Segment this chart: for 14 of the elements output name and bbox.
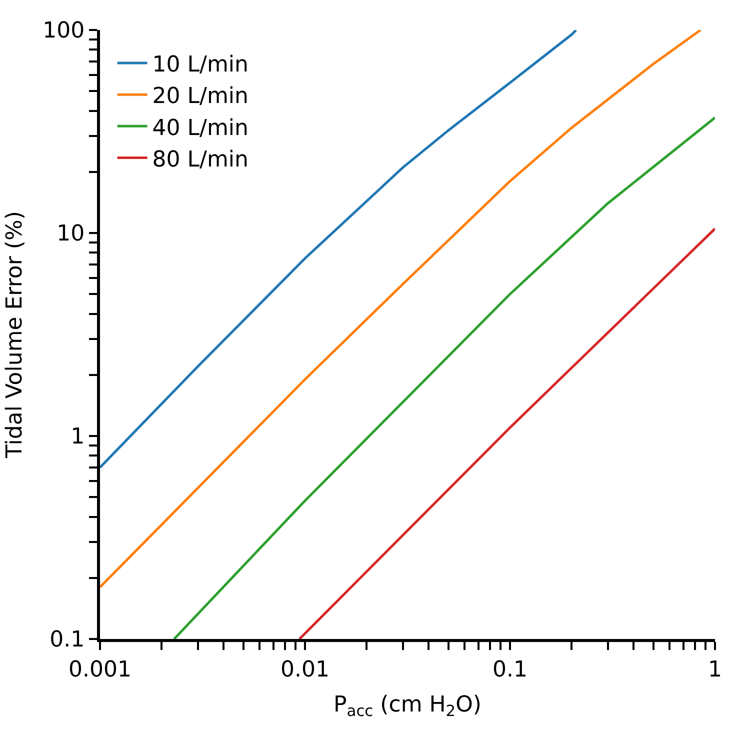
y-tick-label: 100 [42, 18, 85, 44]
y-tick-label: 0.1 [50, 628, 85, 653]
legend-label: 40 L/min [152, 116, 248, 141]
x-tick-label: 0.001 [68, 657, 132, 682]
x-tick-label: 0.01 [280, 657, 330, 682]
x-tick-label: 0.1 [492, 657, 528, 682]
y-axis-title: Tidal Volume Error (%) [2, 211, 28, 459]
y-tick-label: 1 [70, 424, 85, 450]
x-tick-label: 1 [708, 657, 722, 682]
legend-label: 80 L/min [152, 147, 248, 172]
legend-label: 20 L/min [152, 84, 248, 110]
x-axis-title: P$_{acc}$ (cm H$_{2}$O) [334, 692, 482, 720]
legend-label: 10 L/min [152, 52, 248, 78]
y-tick-label: 10 [56, 222, 85, 247]
